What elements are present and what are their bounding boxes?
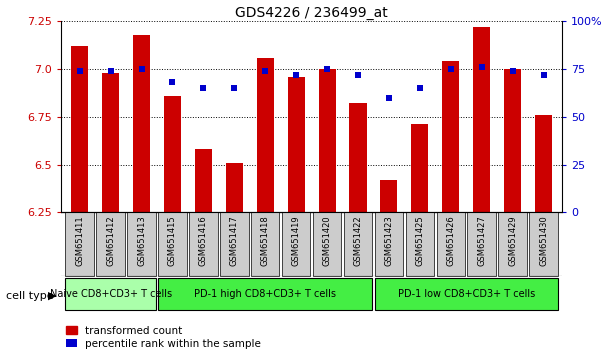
Point [260, 68, 270, 74]
Text: Naive CD8+CD3+ T cells: Naive CD8+CD3+ T cells [49, 289, 172, 299]
Bar [226, 163, 243, 212]
Bar [97, 212, 125, 276]
Point [446, 66, 456, 72]
Bar [344, 212, 372, 276]
Point [508, 68, 518, 74]
Point [167, 80, 177, 85]
Bar [442, 61, 459, 212]
Text: GSM651429: GSM651429 [508, 216, 517, 266]
Text: GSM651411: GSM651411 [75, 216, 84, 266]
Bar [164, 96, 181, 212]
Point [199, 85, 208, 91]
Text: GSM651425: GSM651425 [415, 216, 425, 266]
Text: GSM651420: GSM651420 [323, 216, 332, 266]
Bar [195, 149, 212, 212]
Bar [375, 212, 403, 276]
Point [322, 66, 332, 72]
Bar [71, 46, 88, 212]
Text: GSM651423: GSM651423 [384, 216, 393, 266]
Bar [158, 278, 372, 310]
Bar [189, 212, 218, 276]
Bar [473, 27, 490, 212]
Bar [318, 69, 335, 212]
Bar [282, 212, 310, 276]
Text: PD-1 high CD8+CD3+ T cells: PD-1 high CD8+CD3+ T cells [194, 289, 336, 299]
Point [384, 95, 394, 101]
Bar [288, 77, 305, 212]
Point [291, 72, 301, 78]
Bar [251, 212, 279, 276]
Bar [406, 212, 434, 276]
Title: GDS4226 / 236499_at: GDS4226 / 236499_at [235, 6, 388, 20]
Bar [504, 69, 521, 212]
Bar [127, 212, 156, 276]
Point [477, 64, 486, 70]
Text: GSM651416: GSM651416 [199, 216, 208, 266]
Bar [65, 278, 156, 310]
Point [75, 68, 84, 74]
Bar [499, 212, 527, 276]
Legend: transformed count, percentile rank within the sample: transformed count, percentile rank withi… [67, 326, 261, 349]
Text: GSM651418: GSM651418 [261, 216, 269, 266]
Bar [411, 125, 428, 212]
Bar [158, 212, 187, 276]
Point [229, 85, 239, 91]
Point [539, 72, 549, 78]
Text: PD-1 low CD8+CD3+ T cells: PD-1 low CD8+CD3+ T cells [398, 289, 535, 299]
Bar [349, 103, 367, 212]
Bar [381, 180, 397, 212]
Text: GSM651426: GSM651426 [446, 216, 455, 266]
Point [353, 72, 363, 78]
Bar [102, 73, 119, 212]
Bar [375, 278, 558, 310]
Bar [529, 212, 558, 276]
Text: GSM651413: GSM651413 [137, 216, 146, 266]
Text: GSM651422: GSM651422 [354, 216, 362, 266]
Bar [535, 115, 552, 212]
Point [415, 85, 425, 91]
Bar [133, 35, 150, 212]
Point [137, 66, 147, 72]
Point [106, 68, 115, 74]
Text: GSM651417: GSM651417 [230, 216, 239, 266]
Bar [436, 212, 465, 276]
Text: GSM651415: GSM651415 [168, 216, 177, 266]
Bar [313, 212, 342, 276]
Bar [220, 212, 249, 276]
Text: GSM651427: GSM651427 [477, 216, 486, 266]
Bar [65, 212, 94, 276]
Text: GSM651430: GSM651430 [539, 216, 548, 266]
Text: GSM651412: GSM651412 [106, 216, 115, 266]
Text: cell type: cell type [6, 291, 54, 301]
Text: GSM651419: GSM651419 [291, 216, 301, 266]
Bar [257, 58, 274, 212]
Text: ▶: ▶ [48, 291, 56, 301]
Bar [467, 212, 496, 276]
